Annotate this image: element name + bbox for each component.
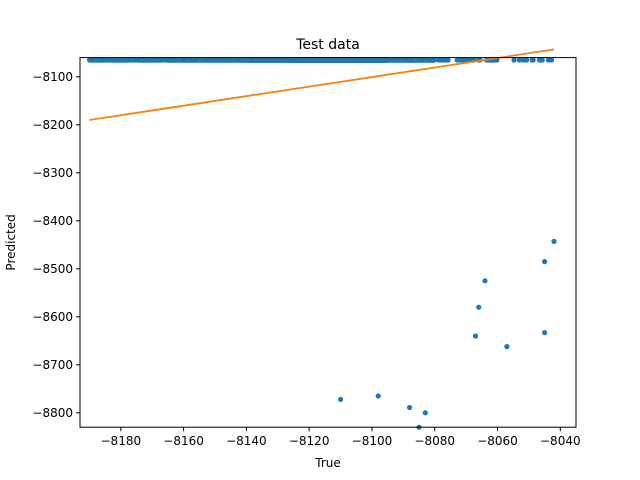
x-tick-label: −8100 [352, 434, 393, 448]
scatter-point [476, 304, 482, 310]
scatter-point [106, 57, 112, 63]
scatter-points [87, 57, 557, 430]
x-tick-label: −8180 [101, 434, 142, 448]
scatter-point [542, 259, 548, 265]
scatter-point [176, 57, 182, 63]
y-tick-label: −8100 [32, 70, 73, 84]
x-tick-label: −8140 [226, 434, 267, 448]
x-tick-label: −8160 [163, 434, 204, 448]
scatter-point [182, 57, 188, 63]
scatter-point [143, 57, 149, 63]
scatter-point [529, 57, 535, 63]
scatter-point [279, 57, 285, 63]
scatter-point [386, 57, 392, 63]
scatter-point [375, 57, 381, 63]
scatter-point [398, 57, 404, 63]
scatter-point [261, 57, 268, 63]
scatter-point [511, 57, 517, 63]
scatter-point [455, 57, 461, 63]
scatter-point [331, 57, 337, 63]
scatter-point [504, 344, 510, 350]
scatter-point [213, 57, 219, 63]
scatter-point [542, 330, 548, 336]
scatter-point [186, 57, 192, 63]
scatter-point [222, 57, 228, 63]
scatter-point [420, 57, 426, 63]
scatter-point [422, 410, 428, 416]
scatter-point [414, 57, 420, 63]
scatter-point [516, 57, 522, 63]
scatter-point [89, 57, 95, 63]
y-tick-label: −8400 [32, 214, 73, 228]
fit-line-layer [89, 48, 555, 121]
x-axis-ticks: −8180 −8160 −8140 −8120 −8100 −8080 −8060 −8040 [101, 427, 581, 448]
scatter-point [551, 238, 557, 244]
y-axis-label: Predicted [4, 214, 18, 270]
scatter-point [120, 57, 126, 63]
scatter-point [166, 57, 172, 63]
scatter-point [340, 57, 346, 63]
scatter-point [338, 396, 344, 402]
x-tick-label: −8080 [414, 434, 455, 448]
scatter-point [156, 57, 163, 63]
x-tick-label: −8060 [477, 434, 518, 448]
scatter-point [311, 57, 317, 63]
y-tick-label: −8800 [32, 406, 73, 420]
scatter-point [236, 57, 243, 63]
scatter-point [549, 57, 555, 63]
x-tick-label: −8040 [540, 434, 581, 448]
x-axis-label: True [314, 456, 341, 470]
scatter-point [326, 57, 333, 63]
scatter-point [430, 57, 436, 63]
scatter-point [462, 57, 469, 63]
scatter-point [375, 393, 381, 399]
scatter-point [445, 57, 451, 63]
scatter-point [136, 57, 142, 63]
scatter-point [438, 57, 444, 63]
x-tick-label: −8120 [289, 434, 330, 448]
y-tick-label: −8700 [32, 358, 73, 372]
fit-line [89, 48, 555, 121]
y-axis-ticks: −8100 −8200 −8300 −8400 −8500 −8600 −8700 −8800 [32, 70, 80, 420]
scatter-point [285, 57, 291, 63]
plot-frame [79, 57, 577, 428]
scatter-point [426, 57, 432, 63]
scatter-point [130, 57, 136, 63]
scatter-point [244, 57, 250, 63]
scatter-point [407, 57, 413, 63]
scatter-point [482, 278, 488, 284]
y-tick-label: −8300 [32, 166, 73, 180]
y-tick-label: −8200 [32, 118, 73, 132]
scatter-point [539, 57, 545, 63]
scatter-point [358, 57, 364, 63]
scatter-point [521, 57, 527, 63]
scatter-point [194, 57, 200, 63]
scatter-point [391, 57, 397, 63]
y-tick-label: −8600 [32, 310, 73, 324]
scatter-point [354, 57, 360, 63]
y-tick-label: −8500 [32, 262, 73, 276]
scatter-point [206, 57, 212, 63]
scatter-point [472, 333, 479, 339]
scatter-point [115, 57, 121, 63]
scatter-point [110, 57, 116, 63]
scatter-point [293, 57, 299, 63]
scatter-point [254, 57, 260, 63]
chart-title: Test data [295, 37, 360, 53]
scatter-point [268, 57, 274, 63]
scatter-point [149, 57, 155, 63]
scatter-point [362, 57, 368, 63]
scatter-point [300, 57, 306, 63]
scatter-point [407, 404, 413, 411]
